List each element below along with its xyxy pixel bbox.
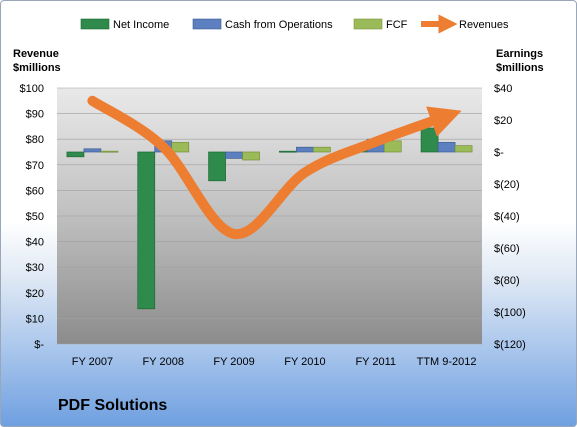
right-tick-label: $(60) bbox=[494, 243, 520, 255]
right-axis-title-line1: Earnings bbox=[496, 48, 543, 60]
legend: Net Income Cash from Operations FCF Reve… bbox=[80, 14, 509, 34]
fcf-bar bbox=[100, 150, 119, 153]
net-income-bar bbox=[208, 151, 226, 182]
x-tick-label: FY 2010 bbox=[284, 356, 325, 368]
cash-from-operations-bar bbox=[83, 148, 102, 153]
legend-net-income-label: Net Income bbox=[113, 19, 169, 31]
fcf-bar bbox=[171, 142, 190, 153]
fcf-bar bbox=[383, 140, 402, 153]
legend-revenues-label: Revenues bbox=[459, 19, 509, 31]
fcf-bar bbox=[454, 145, 473, 153]
left-tick-label: $20 bbox=[26, 288, 44, 300]
cash-from-operations-bar bbox=[225, 151, 243, 159]
left-tick-label: $90 bbox=[26, 109, 44, 121]
fcf-bar bbox=[242, 151, 260, 161]
right-tick-label: $(80) bbox=[494, 275, 520, 287]
x-tick-label: FY 2007 bbox=[72, 356, 113, 368]
cash-from-operations-bar bbox=[296, 146, 314, 153]
left-tick-label: $100 bbox=[20, 83, 44, 95]
x-tick-label: FY 2009 bbox=[213, 356, 254, 368]
bars-group bbox=[66, 127, 473, 310]
chart-title: PDF Solutions bbox=[58, 397, 168, 414]
x-tick-label: FY 2011 bbox=[355, 356, 396, 368]
net-income-bar bbox=[137, 151, 156, 310]
right-axis-ticks: $(120) $(100) $(80) $(60) $(40) $(20) $- $20 $40 bbox=[494, 83, 526, 351]
net-income-bar bbox=[66, 151, 85, 158]
left-tick-label: $80 bbox=[26, 134, 44, 146]
legend-cfo-label: Cash from Operations bbox=[225, 19, 333, 31]
revenue-line-group bbox=[87, 95, 462, 239]
left-tick-label: $60 bbox=[26, 185, 44, 197]
left-tick-label: $70 bbox=[26, 160, 44, 172]
right-tick-label: $(100) bbox=[494, 307, 526, 319]
cash-from-operations-bar bbox=[437, 142, 456, 153]
left-axis-ticks: $- $10 $20 $30 $40 $50 $60 $70 $80 $90 $100 bbox=[20, 83, 45, 351]
legend-cfo-swatch bbox=[192, 18, 222, 30]
left-tick-label: $30 bbox=[26, 262, 44, 274]
gridlines bbox=[57, 87, 482, 345]
left-axis-title-line1: Revenue bbox=[13, 48, 59, 60]
left-tick-label: $50 bbox=[26, 211, 44, 223]
legend-fcf-label: FCF bbox=[386, 19, 408, 31]
right-tick-label: $40 bbox=[494, 83, 512, 95]
legend-net-income-swatch bbox=[80, 18, 110, 30]
right-tick-label: $(40) bbox=[494, 211, 520, 223]
net-income-bar bbox=[420, 127, 439, 153]
x-tick-label: FY 2008 bbox=[143, 356, 184, 368]
legend-fcf-swatch bbox=[353, 18, 383, 30]
fcf-bar bbox=[313, 146, 331, 153]
x-tick-label: TTM 9-2012 bbox=[417, 356, 477, 368]
left-tick-label: $40 bbox=[26, 237, 44, 249]
left-tick-label: $10 bbox=[26, 313, 44, 325]
right-tick-label: $(120) bbox=[494, 339, 526, 351]
left-tick-label: $- bbox=[34, 339, 44, 351]
right-tick-label: $(20) bbox=[494, 179, 520, 191]
net-income-bar bbox=[279, 150, 297, 153]
revenues-line bbox=[87, 95, 462, 239]
right-axis-title-line2: $millions bbox=[496, 62, 544, 74]
x-axis-ticks: FY 2007 FY 2008 FY 2009 FY 2010 FY 2011 TTM 9… bbox=[72, 356, 477, 368]
right-tick-label: $- bbox=[494, 147, 504, 159]
left-axis-title-line2: $millions bbox=[13, 62, 61, 74]
right-tick-label: $20 bbox=[494, 115, 512, 127]
